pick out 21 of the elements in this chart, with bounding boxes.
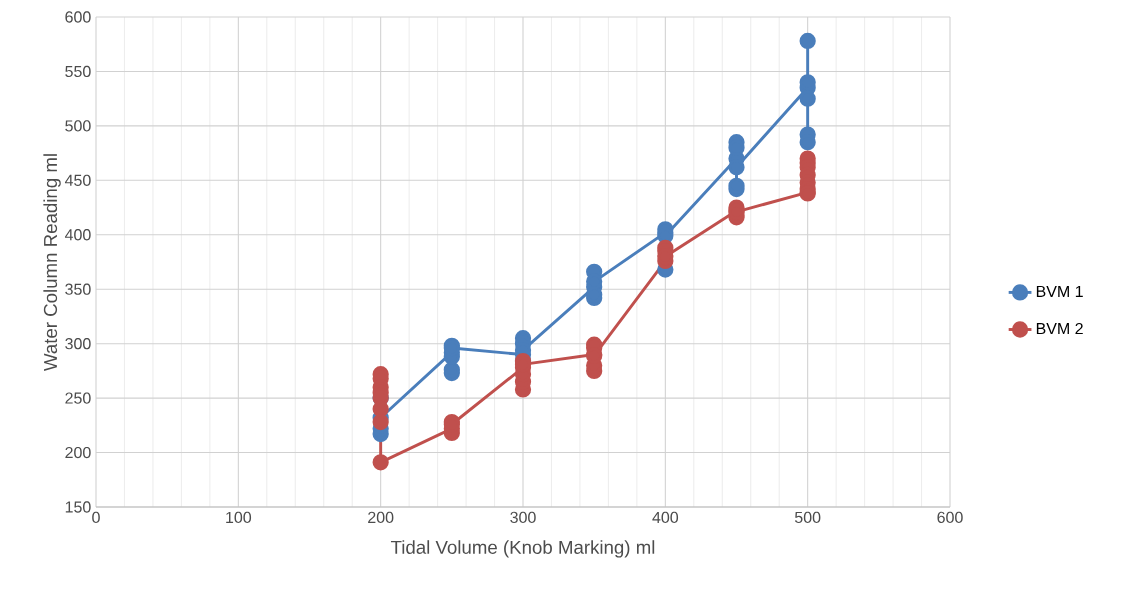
legend-label: BVM 1 [1036, 285, 1083, 297]
x-tick-label: 200 [368, 511, 394, 524]
y-tick-label: 300 [65, 338, 91, 350]
y-tick-label: 250 [65, 392, 91, 404]
x-tick-label: 100 [226, 511, 252, 524]
y-tick-label: 400 [64, 229, 91, 241]
x-tick-label: 300 [510, 511, 536, 524]
y-tick-label: 200 [65, 446, 91, 459]
x-axis-title: Tidal Volume (Knob Marking) ml [390, 540, 655, 558]
y-tick-label: 500 [65, 120, 91, 132]
legend-label: BVM 2 [1036, 322, 1083, 335]
y-tick-label: 600 [65, 11, 91, 23]
x-tick-label: 500 [794, 511, 821, 524]
x-tick-label: 400 [652, 511, 679, 524]
y-tick-label: 150 [65, 501, 91, 513]
y-tick-label: 450 [64, 174, 91, 186]
x-tick-label: 0 [92, 511, 100, 524]
y-tick-label: 550 [65, 65, 91, 78]
x-tick-label: 600 [937, 511, 963, 524]
y-axis-title: Water Column Reading ml [43, 154, 61, 372]
y-tick-label: 350 [65, 283, 91, 295]
